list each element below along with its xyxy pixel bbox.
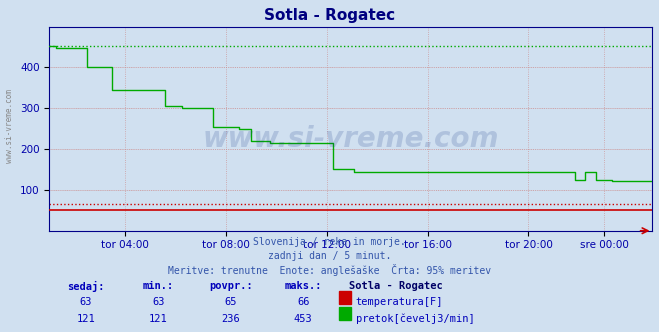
Text: sedaj:: sedaj: <box>67 281 104 291</box>
Text: 121: 121 <box>76 314 95 324</box>
Text: www.si-vreme.com: www.si-vreme.com <box>203 125 499 153</box>
Text: www.si-vreme.com: www.si-vreme.com <box>5 89 14 163</box>
Text: 63: 63 <box>152 297 164 307</box>
Text: maks.:: maks.: <box>285 281 322 290</box>
Text: 65: 65 <box>225 297 237 307</box>
Text: temperatura[F]: temperatura[F] <box>356 297 444 307</box>
Text: 66: 66 <box>297 297 309 307</box>
Text: 121: 121 <box>149 314 167 324</box>
Text: min.:: min.: <box>142 281 174 290</box>
Text: 453: 453 <box>294 314 312 324</box>
Text: 236: 236 <box>221 314 240 324</box>
Text: povpr.:: povpr.: <box>209 281 252 290</box>
Text: 63: 63 <box>80 297 92 307</box>
Text: Meritve: trenutne  Enote: anglešaške  Črta: 95% meritev: Meritve: trenutne Enote: anglešaške Črta… <box>168 264 491 276</box>
Text: pretok[čevelj3/min]: pretok[čevelj3/min] <box>356 314 474 324</box>
Text: Slovenija / reke in morje.: Slovenija / reke in morje. <box>253 237 406 247</box>
Text: zadnji dan / 5 minut.: zadnji dan / 5 minut. <box>268 251 391 261</box>
Text: Sotla - Rogatec: Sotla - Rogatec <box>349 281 442 290</box>
Text: Sotla - Rogatec: Sotla - Rogatec <box>264 8 395 23</box>
